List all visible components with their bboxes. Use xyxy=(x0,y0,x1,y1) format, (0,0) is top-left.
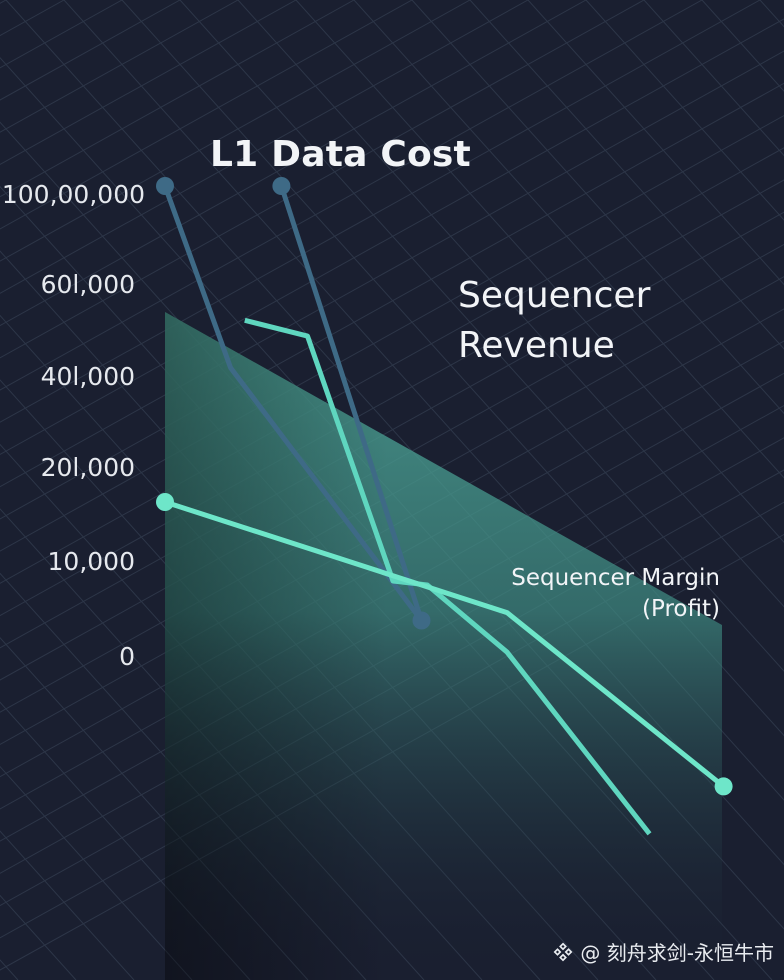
watermark: @ 刻舟求剑-永恒牛市 xyxy=(552,937,774,966)
grid-line xyxy=(0,0,761,423)
l1-cost-point xyxy=(156,177,174,195)
watermark-text: @ 刻舟求剑-永恒牛市 xyxy=(580,941,774,965)
l1-data-cost-title: L1 Data Cost xyxy=(210,134,471,175)
grid-line xyxy=(0,0,471,262)
l1-cost-point xyxy=(412,611,431,630)
l1-cost-line xyxy=(162,185,424,623)
y-tick-label: 20l,000 xyxy=(40,453,135,482)
sequencer-margin-line xyxy=(164,499,726,789)
grid-line xyxy=(237,0,784,608)
sequencer-margin-point xyxy=(714,777,733,796)
grid-line xyxy=(63,0,784,801)
y-tick-label: 0 xyxy=(119,642,135,671)
sequencer-margin-line2: (Profit) xyxy=(642,596,720,622)
grid-line xyxy=(121,0,784,737)
grid-line xyxy=(0,0,645,359)
y-tick-label: 60l,000 xyxy=(40,270,135,299)
sequencer-margin-label: Sequencer Margin (Profit) xyxy=(511,563,720,625)
sequencer-revenue-line1: Sequencer xyxy=(458,275,651,316)
grid-line xyxy=(527,0,784,286)
grid-line xyxy=(585,0,784,221)
grid-line xyxy=(179,0,784,672)
grid-line xyxy=(411,0,784,415)
profit-panel-shade xyxy=(165,312,722,980)
grid-line xyxy=(0,0,413,230)
y-tick-label: 10,000 xyxy=(47,547,135,576)
grid-line xyxy=(0,0,7,4)
sequencer-margin-line1: Sequencer Margin xyxy=(511,565,720,591)
l1-cost-line xyxy=(279,185,424,622)
grid-line xyxy=(0,0,587,327)
grid-line xyxy=(0,0,123,69)
sequencer-margin-point xyxy=(156,493,174,511)
grid-line xyxy=(0,0,529,294)
y-tick-label: 40l,000 xyxy=(40,362,135,391)
series-layer xyxy=(156,177,733,836)
binance-diamond-icon xyxy=(554,942,573,961)
grid-line xyxy=(0,0,297,166)
grid-line xyxy=(0,765,193,980)
grid-line xyxy=(0,894,77,980)
grid-line xyxy=(759,0,784,28)
grid-line xyxy=(353,0,784,479)
sequencer-revenue-title: Sequencer Revenue xyxy=(458,271,650,371)
grid-line xyxy=(0,830,135,980)
grid-line xyxy=(295,0,784,543)
sequencer-revenue-line2: Revenue xyxy=(458,325,615,366)
y-tick-label: 100,00,000 xyxy=(1,180,145,209)
grid-line xyxy=(0,0,355,198)
grid-line xyxy=(469,0,784,350)
grid-line xyxy=(0,0,703,391)
l1-cost-point xyxy=(272,177,291,195)
